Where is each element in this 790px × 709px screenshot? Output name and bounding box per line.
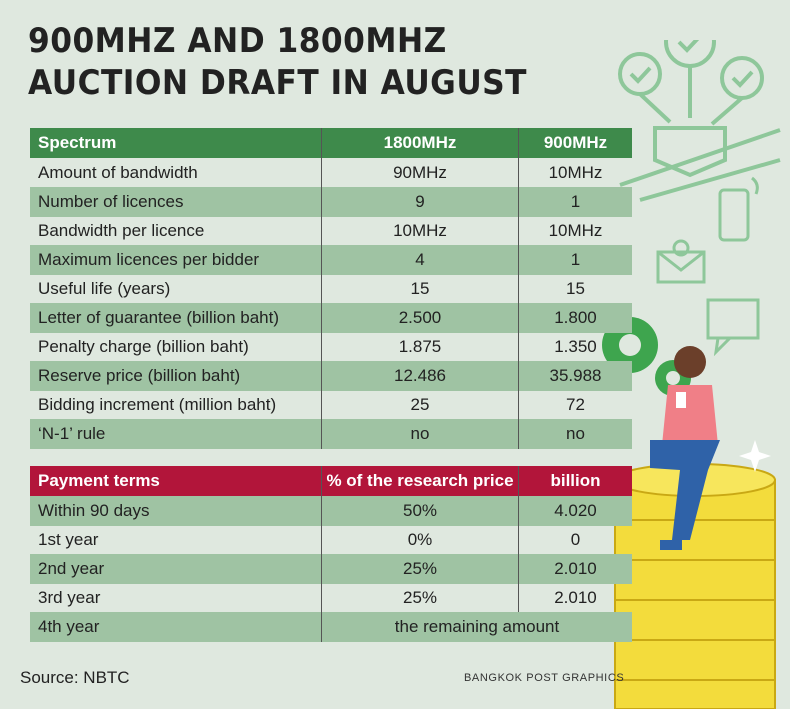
row-value-1800: 25: [321, 390, 518, 420]
row-label: 3rd year: [38, 588, 101, 607]
row-billion: 2.010: [518, 554, 632, 584]
payment-terms-header: Payment terms: [38, 471, 160, 490]
payment-header-row: Payment terms % of the research price bi…: [30, 466, 632, 496]
row-value-900: 72: [518, 390, 632, 420]
spectrum-header-row: Spectrum 1800MHz 900MHz: [30, 128, 632, 158]
table-row: 3rd year 25% 2.010: [30, 583, 632, 613]
table-row: 4th year the remaining amount: [30, 612, 632, 642]
row-percent: 0%: [321, 525, 518, 555]
row-value-900: 1: [518, 245, 632, 275]
title-line-2: AUCTION DRAFT IN AUGUST: [28, 63, 527, 103]
row-label: Bandwidth per licence: [38, 221, 205, 240]
table-row: Maximum licences per bidder 4 1: [30, 245, 632, 275]
row-value-900: 10MHz: [518, 158, 632, 188]
table-row: 2nd year 25% 2.010: [30, 554, 632, 584]
row-percent: 25%: [321, 554, 518, 584]
phone-icon: [718, 176, 759, 242]
row-value-1800: no: [321, 419, 518, 449]
table-row: Penalty charge (billion baht) 1.875 1.35…: [30, 332, 632, 362]
row-value-900: 15: [518, 274, 632, 304]
table-row: ‘N-1’ rule no no: [30, 419, 632, 449]
row-value-1800: 12.486: [321, 361, 518, 391]
row-label: Amount of bandwidth: [38, 163, 198, 182]
row-value-900: 1: [518, 187, 632, 217]
sparkle-icon: [739, 440, 771, 472]
row-label: Within 90 days: [38, 501, 150, 520]
row-label: ‘N-1’ rule: [38, 424, 106, 443]
table-row: Reserve price (billion baht) 12.486 35.9…: [30, 361, 632, 391]
source-note: Source: NBTC: [20, 668, 130, 687]
mail-icon: [656, 239, 706, 284]
row-value-1800: 9: [321, 187, 518, 217]
row-value-900: 1.800: [518, 303, 632, 333]
row-billion: 2.010: [518, 583, 632, 613]
research-price-header: % of the research price: [321, 466, 518, 496]
billion-header: billion: [518, 466, 632, 496]
row-value-900: 1.350: [518, 332, 632, 362]
table-row: Bandwidth per licence 10MHz 10MHz: [30, 216, 632, 246]
table-row: Within 90 days 50% 4.020: [30, 496, 632, 526]
row-label: Maximum licences per bidder: [38, 250, 260, 269]
row-value-1800: 1.875: [321, 332, 518, 362]
row-billion: 0: [518, 525, 632, 555]
row-value-1800: 4: [321, 245, 518, 275]
row-label: Penalty charge (billion baht): [38, 337, 249, 356]
row-value-1800: 90MHz: [321, 158, 518, 188]
page-title: 900MHZ AND 1800MHZ AUCTION DRAFT IN AUGU…: [28, 20, 527, 104]
row-label: 1st year: [38, 530, 99, 549]
row-value-900: 10MHz: [518, 216, 632, 246]
chat-bubble-icon: [706, 298, 760, 357]
graphics-credit: BANGKOK POST GRAPHICS: [464, 672, 625, 684]
row-label: 4th year: [38, 617, 100, 636]
table-row: Useful life (years) 15 15: [30, 274, 632, 304]
row-billion: 4.020: [518, 496, 632, 526]
row-value-900: no: [518, 419, 632, 449]
1800mhz-header: 1800MHz: [321, 128, 518, 158]
person-icon: [650, 346, 720, 550]
payment-table: Payment terms % of the research price bi…: [30, 466, 632, 646]
row-label: Number of licences: [38, 192, 184, 211]
row-percent: 50%: [321, 496, 518, 526]
row-label: Reserve price (billion baht): [38, 366, 241, 385]
row-value-1800: 15: [321, 274, 518, 304]
table-row: Number of licences 9 1: [30, 187, 632, 217]
title-line-1: 900MHZ AND 1800MHZ: [28, 21, 447, 61]
table-row: Amount of bandwidth 90MHz 10MHz: [30, 158, 632, 188]
spectrum-table: Spectrum 1800MHz 900MHz Amount of bandwi…: [30, 128, 632, 456]
row-label: Letter of guarantee (billion baht): [38, 308, 279, 327]
illustration: [602, 40, 781, 709]
row-remaining: the remaining amount: [321, 612, 632, 642]
checkmark-balloons-icon: [618, 40, 781, 202]
row-value-1800: 2.500: [321, 303, 518, 333]
table-row: Bidding increment (million baht) 25 72: [30, 390, 632, 420]
row-value-900: 35.988: [518, 361, 632, 391]
table-row: 1st year 0% 0: [30, 525, 632, 555]
row-percent: 25%: [321, 583, 518, 613]
row-label: 2nd year: [38, 559, 105, 578]
900mhz-header: 900MHz: [518, 128, 632, 158]
row-label: Useful life (years): [38, 279, 171, 298]
row-value-1800: 10MHz: [321, 216, 518, 246]
spectrum-header: Spectrum: [38, 133, 117, 152]
row-label: Bidding increment (million baht): [38, 395, 277, 414]
table-row: Letter of guarantee (billion baht) 2.500…: [30, 303, 632, 333]
